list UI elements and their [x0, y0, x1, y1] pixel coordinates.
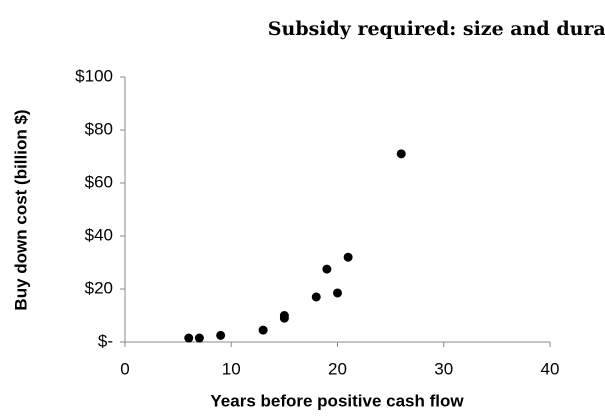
chart-title: Subsidy required: size and duration	[268, 18, 605, 40]
point	[322, 264, 332, 274]
x-axis-title: Years before positive cash flow	[210, 391, 464, 410]
x-tick-label: 30	[434, 359, 453, 378]
y-axis-title: Buy down cost (billion $)	[11, 109, 30, 310]
point	[396, 149, 406, 159]
x-tick-label: 0	[120, 359, 129, 378]
x-tick-label: 10	[222, 359, 241, 378]
point	[194, 333, 204, 343]
y-tick-label: $-	[98, 331, 113, 350]
point	[311, 292, 321, 302]
y-tick-label: $100	[75, 66, 113, 85]
x-tick-label: 40	[541, 359, 560, 378]
y-tick-label: $40	[85, 225, 113, 244]
y-tick-label: $60	[85, 172, 113, 191]
point	[216, 330, 226, 340]
y-tick-label: $80	[85, 119, 113, 138]
point	[258, 325, 268, 335]
point	[333, 288, 342, 298]
point	[279, 311, 289, 320]
point	[184, 333, 194, 343]
y-tick-label: $20	[85, 278, 113, 297]
x-tick-label: 20	[328, 359, 347, 378]
point	[343, 252, 353, 262]
